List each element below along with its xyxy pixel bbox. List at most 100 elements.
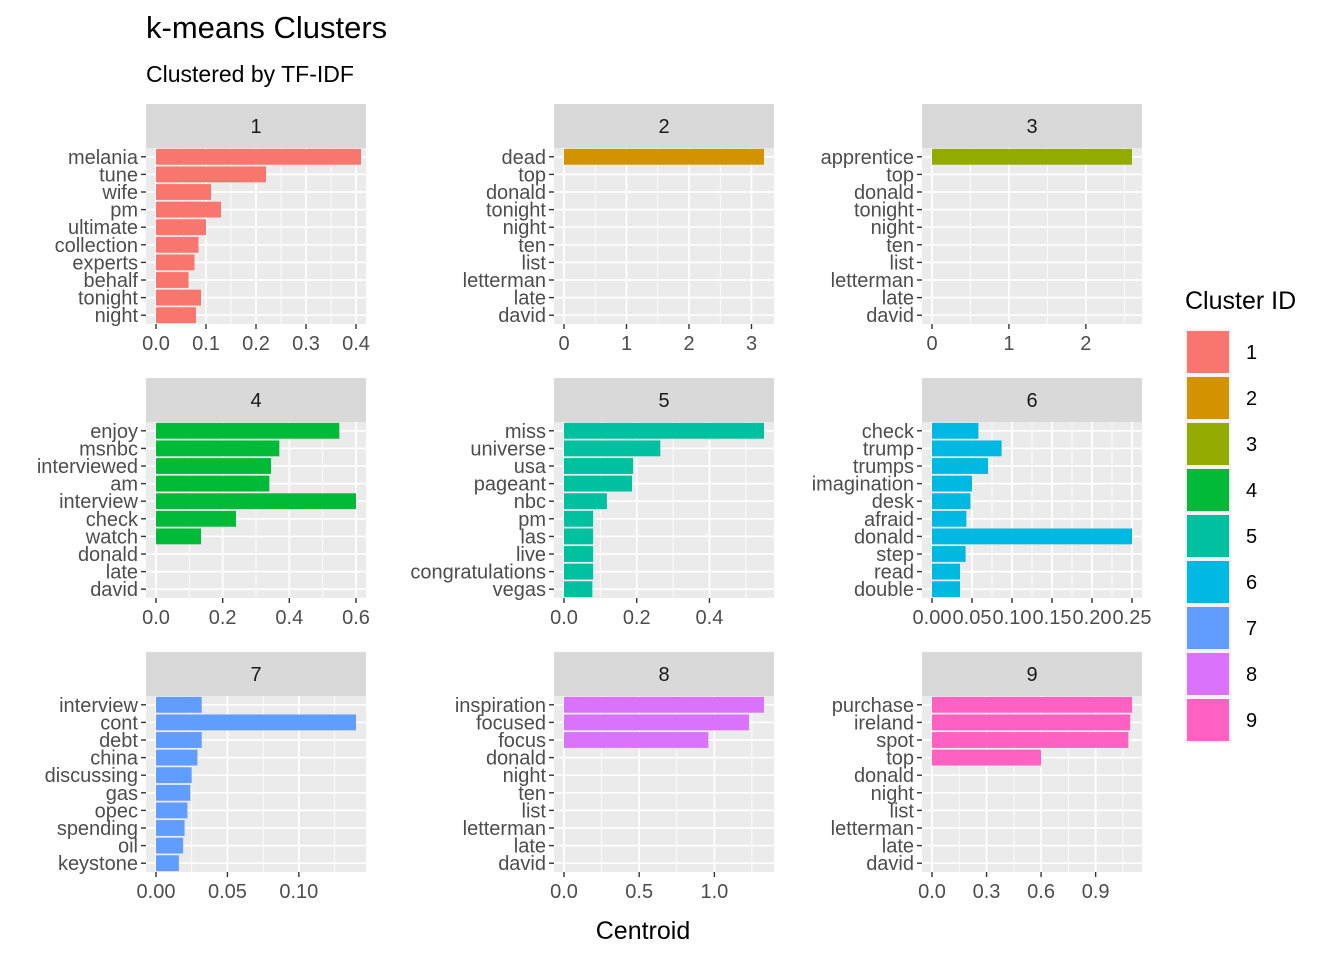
category-label: imagination: [812, 474, 914, 496]
category-label: top: [886, 748, 914, 770]
x-tick-label: 0.0: [142, 333, 170, 355]
bar-experts: [156, 254, 195, 271]
category-label: late: [882, 288, 914, 310]
facet-strip-label: 6: [1026, 390, 1037, 412]
x-tick-label: 0.4: [696, 607, 724, 629]
x-tick-label: 0.15: [1033, 607, 1072, 629]
category-label: step: [876, 544, 914, 566]
category-label: night: [503, 765, 547, 787]
x-tick-label: 0.00: [913, 607, 952, 629]
category-label: interview: [59, 695, 138, 717]
bar-am: [156, 475, 270, 492]
category-label: tonight: [854, 200, 914, 222]
category-label: ultimate: [68, 217, 138, 239]
bar-inspiration: [564, 696, 764, 713]
bar-purchase: [932, 696, 1132, 713]
category-label: inspiration: [455, 695, 546, 717]
bar-dead: [564, 148, 764, 165]
category-label: letterman: [831, 818, 914, 840]
bar-enjoy: [156, 422, 340, 439]
facet-strip: [554, 104, 774, 148]
bar-pm: [564, 510, 594, 527]
category-label: purchase: [832, 695, 914, 717]
x-tick-label: 1: [621, 333, 632, 355]
category-label: david: [866, 305, 914, 327]
category-label: china: [90, 748, 139, 770]
bar-miss: [564, 422, 764, 439]
bar-desk: [932, 493, 971, 510]
category-label: late: [514, 836, 546, 858]
category-label: letterman: [831, 270, 914, 292]
category-label: oil: [118, 836, 138, 858]
category-label: donald: [486, 748, 546, 770]
bar-focus: [564, 732, 709, 748]
category-label: ten: [518, 783, 546, 805]
facet-strip-label: 5: [658, 390, 669, 412]
x-axis-title: Centroid: [596, 917, 691, 945]
facet-strip-label: 1: [250, 116, 261, 138]
bar-watch: [156, 528, 201, 545]
legend-key-4: [1187, 469, 1229, 511]
category-label: night: [871, 217, 915, 239]
category-label: usa: [514, 456, 547, 478]
x-tick-label: 0.5: [625, 881, 653, 903]
bar-keystone: [156, 855, 179, 872]
category-label: cont: [100, 712, 138, 734]
legend-label: 5: [1246, 526, 1257, 548]
facet-panel-1: 1 0.0 0.1 0.2 0.3 0.4 melaniatunewifepmultimat…: [55, 104, 370, 355]
category-label: desk: [872, 491, 915, 513]
facet-strip-label: 2: [658, 116, 669, 138]
bar-tune: [156, 166, 266, 183]
category-label: keystone: [58, 853, 138, 875]
category-label: ten: [886, 235, 914, 257]
category-label: list: [522, 252, 547, 274]
category-label: ireland: [854, 712, 914, 734]
x-tick-label: 0.2: [242, 333, 270, 355]
x-tick-label: 0.10: [993, 607, 1032, 629]
bar-apprentice: [932, 148, 1132, 165]
facet-strip: [146, 652, 366, 696]
bar-imagination: [932, 475, 972, 492]
x-tick-label: 0.2: [623, 607, 651, 629]
category-label: david: [866, 853, 914, 875]
legend-key-3: [1187, 423, 1229, 465]
bar-donald: [932, 528, 1132, 545]
x-tick-label: 0.3: [292, 333, 320, 355]
category-label: behalf: [84, 270, 139, 292]
bar-interview: [156, 696, 202, 713]
legend: Cluster ID 1 2 3 4 5 6 7 8 9: [1185, 287, 1296, 743]
x-tick-label: 0.00: [137, 881, 176, 903]
x-tick-label: 0: [926, 333, 937, 355]
bar-check: [932, 422, 979, 439]
bar-pageant: [564, 475, 632, 492]
bar-trumps: [932, 458, 988, 474]
category-label: trumps: [853, 456, 914, 478]
bar-afraid: [932, 510, 967, 527]
chart-subtitle: Clustered by TF-IDF: [146, 61, 354, 87]
x-tick-label: 0.3: [973, 881, 1001, 903]
x-tick-label: 0.0: [918, 881, 946, 903]
bar-ireland: [932, 714, 1131, 731]
facet-panel-7: 7 0.00 0.05 0.10 interviewcontdebtchinadiscu…: [45, 652, 366, 903]
category-label: afraid: [864, 509, 914, 531]
bar-wife: [156, 184, 211, 200]
category-label: spending: [57, 818, 138, 840]
category-label: miss: [505, 421, 546, 443]
facet-panel-5: 5 0.0 0.2 0.4 missuniverseusapageantnbcpmlas…: [410, 378, 774, 629]
category-label: donald: [78, 544, 138, 566]
category-label: las: [520, 526, 546, 548]
category-label: nbc: [514, 491, 546, 513]
x-tick-label: 0.9: [1082, 881, 1110, 903]
category-label: apprentice: [821, 147, 914, 169]
x-tick-label: 0.4: [275, 607, 303, 629]
category-label: tune: [99, 164, 138, 186]
facet-panels: 10.0 0.1 0.2 0.3 0.4melaniatunewifepmultimat…: [37, 104, 1151, 903]
x-tick-label: 0: [558, 333, 569, 355]
legend-key-2: [1187, 377, 1229, 419]
x-tick-label: 0.0: [550, 607, 578, 629]
x-tick-label: 3: [746, 333, 757, 355]
category-label: david: [90, 579, 138, 601]
category-label: list: [890, 252, 915, 274]
category-label: spot: [876, 730, 914, 752]
facet-strip-label: 7: [250, 664, 261, 686]
